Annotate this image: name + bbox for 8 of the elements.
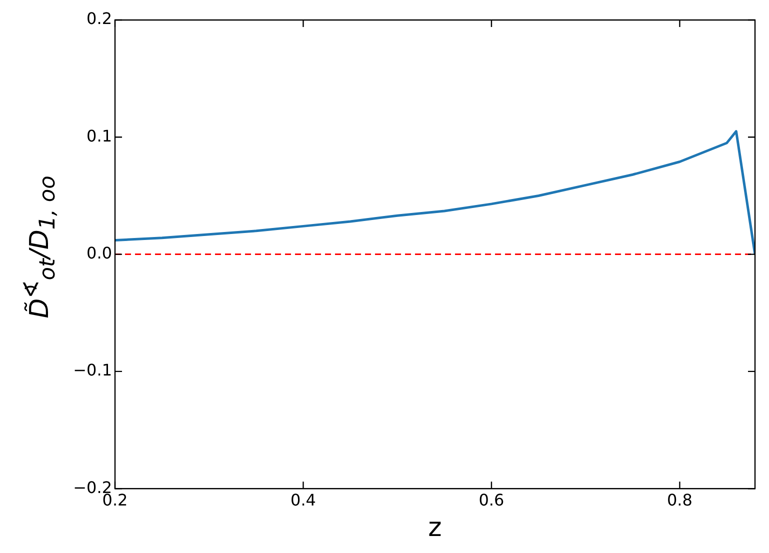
- x-axis-title: z: [428, 513, 442, 544]
- y-tick-label: 0.1: [86, 126, 112, 146]
- y-tick-label: 0.2: [86, 9, 112, 28]
- x-tick-label: 0.8: [666, 490, 692, 510]
- x-tick-label: 0.6: [478, 490, 504, 510]
- x-tick-label: 0.4: [290, 490, 316, 510]
- y-tick-label: 0.0: [86, 243, 112, 262]
- y-tick-label: −0.1: [73, 360, 112, 380]
